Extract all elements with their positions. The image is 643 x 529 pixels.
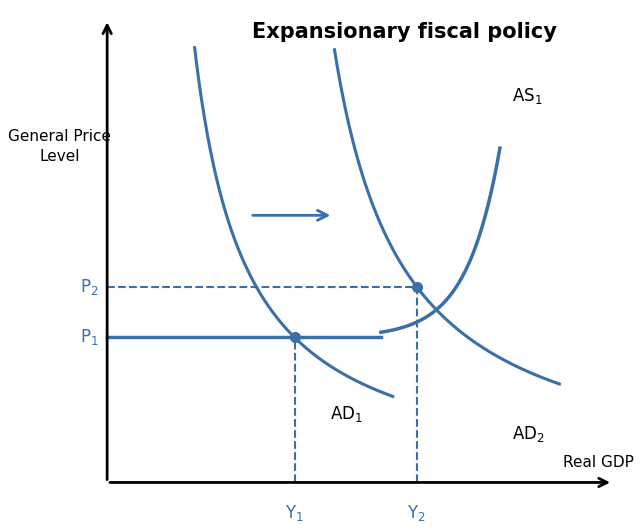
Text: Expansionary fiscal policy: Expansionary fiscal policy [252,22,557,42]
Text: P$_1$: P$_1$ [80,327,98,348]
Text: P$_2$: P$_2$ [80,277,98,297]
Text: AD$_1$: AD$_1$ [331,404,363,424]
Text: Y$_2$: Y$_2$ [407,503,426,523]
Text: AS$_1$: AS$_1$ [512,86,542,106]
Text: Real GDP: Real GDP [563,454,633,470]
Text: AD$_2$: AD$_2$ [512,424,545,444]
Text: Y$_1$: Y$_1$ [285,503,304,523]
Text: General Price
Level: General Price Level [8,129,111,164]
